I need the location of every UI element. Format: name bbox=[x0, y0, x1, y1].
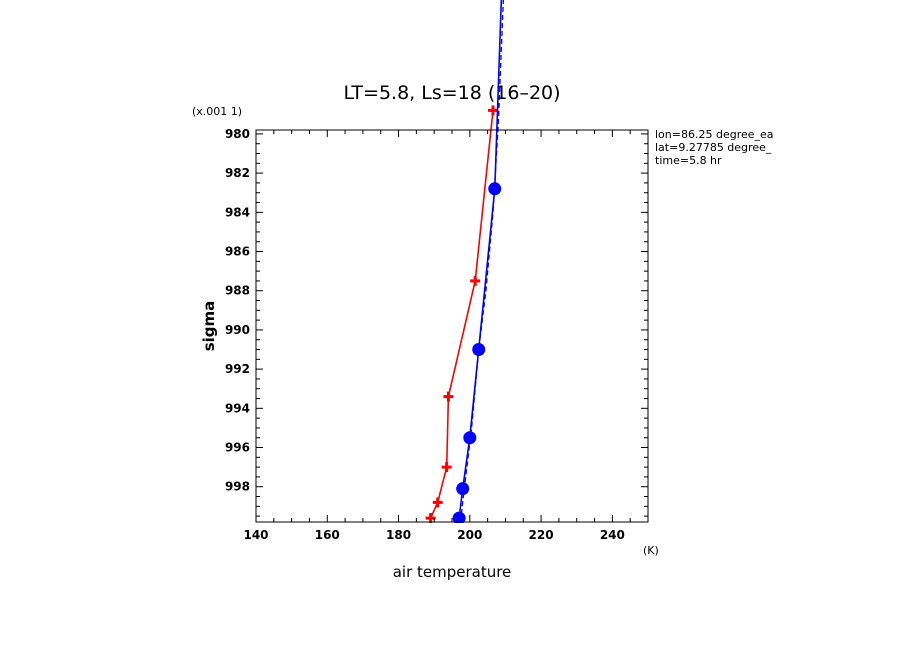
y-tick-label: 990 bbox=[225, 323, 250, 337]
data-point bbox=[456, 482, 470, 496]
data-point bbox=[441, 462, 452, 473]
y-tick-label: 996 bbox=[225, 441, 250, 455]
data-point bbox=[470, 275, 481, 286]
x-tick-label: 220 bbox=[529, 528, 554, 542]
x-axis: 140 160 180 200 220 240 bbox=[243, 130, 649, 542]
annotation-time: time=5.8 hr bbox=[655, 154, 722, 167]
y-tick-label: 980 bbox=[225, 127, 250, 141]
annotation-lat: lat=9.27785 degree_ bbox=[655, 141, 772, 154]
plot-frame bbox=[255, 129, 649, 523]
series-layer bbox=[425, 0, 505, 523]
series-line-2 bbox=[460, 0, 505, 519]
y-tick-label: 982 bbox=[225, 166, 250, 180]
chart-title: LT=5.8, Ls=18 (16–20) bbox=[343, 82, 560, 104]
data-point bbox=[432, 497, 443, 508]
data-point bbox=[488, 182, 502, 196]
y-tick-label: 988 bbox=[225, 284, 250, 298]
y-axis-label: sigma bbox=[200, 301, 218, 352]
annotations: lon=86.25 degree_ea lat=9.27785 degree_ … bbox=[655, 128, 774, 167]
x-tick-label: 240 bbox=[600, 528, 625, 542]
plot-content bbox=[425, 0, 505, 523]
y-scale-note: (x.001 1) bbox=[192, 105, 242, 118]
x-tick-label: 200 bbox=[457, 528, 482, 542]
data-point bbox=[452, 511, 466, 523]
y-tick-label: 994 bbox=[225, 401, 250, 415]
data-point bbox=[443, 391, 454, 402]
x-axis-label: air temperature bbox=[393, 563, 512, 581]
x-tick-label: 160 bbox=[315, 528, 340, 542]
x-unit: (K) bbox=[643, 544, 659, 557]
data-point bbox=[487, 105, 498, 116]
x-tick-label: 140 bbox=[243, 528, 268, 542]
y-tick-label: 998 bbox=[225, 480, 250, 494]
data-point bbox=[472, 343, 486, 357]
y-tick-label: 986 bbox=[225, 245, 250, 259]
annotation-lon: lon=86.25 degree_ea bbox=[655, 128, 774, 141]
y-tick-label: 992 bbox=[225, 362, 250, 376]
x-tick-label: 180 bbox=[386, 528, 411, 542]
y-axis: 980 982 984 986 988 990 992 994 996 998 bbox=[225, 127, 648, 517]
y-tick-label: 984 bbox=[225, 205, 250, 219]
